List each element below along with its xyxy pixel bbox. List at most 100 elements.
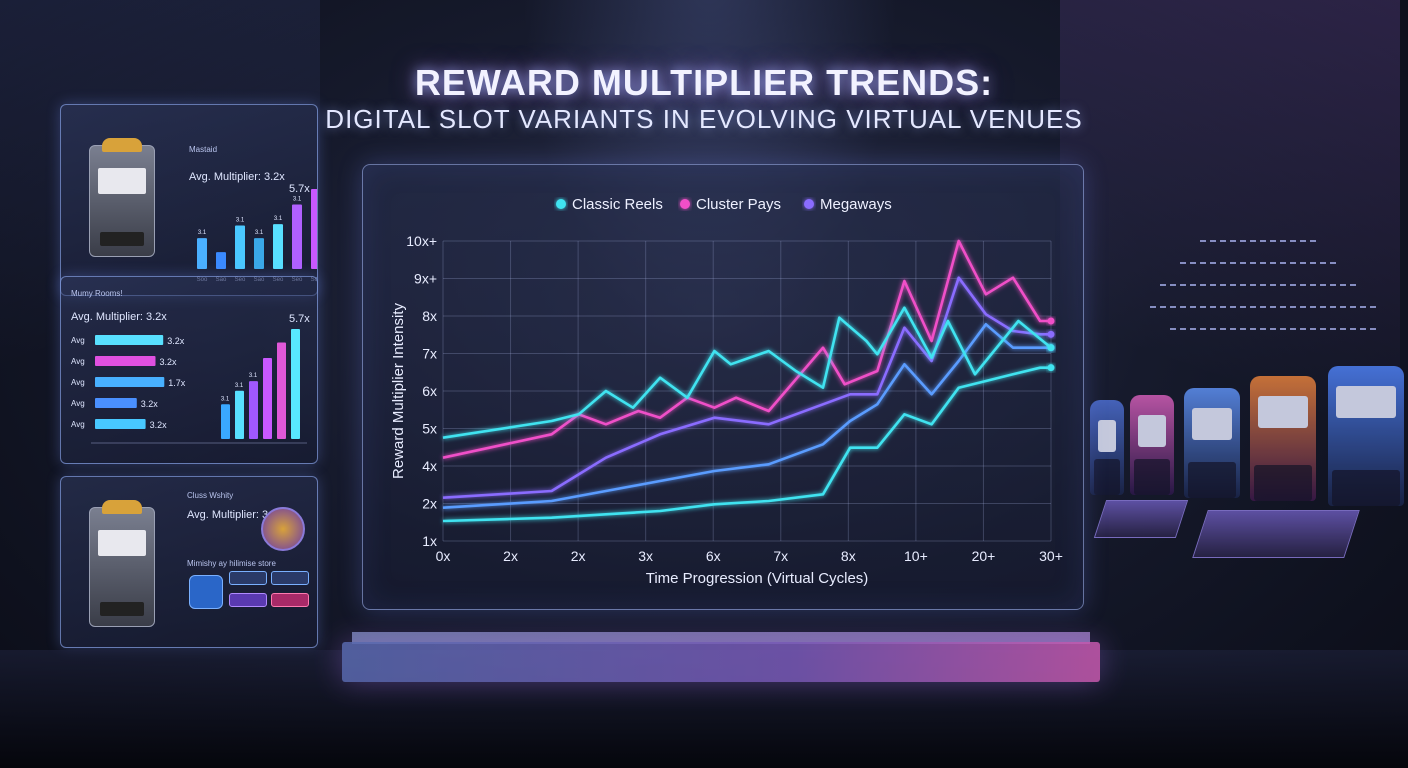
panel-bar: [311, 189, 317, 269]
panel-bar: [216, 252, 226, 269]
slot-machine-icon: [89, 138, 155, 257]
panel-row-value: 3.2x: [167, 336, 185, 346]
y-tick-label: 7x: [422, 346, 437, 362]
stage-top: [352, 632, 1090, 644]
panel-hbar: [95, 356, 156, 366]
panel-bar-value: 3.1: [236, 217, 245, 223]
panel-header: Cluss Wshity: [187, 491, 234, 500]
panel-bar-value: 3.1: [221, 396, 230, 402]
panel-row-value: 3.2x: [160, 357, 178, 367]
x-tick-label: 2x: [571, 548, 586, 564]
series-line: [442, 276, 1051, 499]
panel-button-4[interactable]: [271, 593, 309, 607]
panel-hbar: [95, 377, 165, 387]
slot-cabinet: [1130, 395, 1174, 495]
panel-bar: [263, 357, 272, 439]
x-tick-label: 30+: [1039, 548, 1063, 564]
panel-row-label: Avg: [71, 399, 85, 408]
chart-panel: 1x 2x 4x 5x 6x 7x 8x 9x+ 10x+ 0x 2x 2x 3x 6x 7x 8x 10+ 20…: [362, 164, 1084, 610]
gaming-table: [1093, 500, 1189, 538]
panel-hbar: [95, 419, 146, 429]
y-axis-label: Reward Multiplier Intensity: [390, 303, 407, 479]
legend-marker: [804, 199, 814, 209]
series-endpoint: [1047, 330, 1055, 338]
y-tick-label: 10x+: [406, 233, 437, 249]
line-chart: 1x 2x 4x 5x 6x 7x 8x 9x+ 10x+ 0x 2x 2x 3x 6x 7x 8x 10+ 20…: [390, 196, 1063, 587]
panel-bar: [197, 238, 207, 269]
panel-hbar: [95, 398, 137, 408]
x-tick-label: 10+: [904, 548, 928, 564]
x-tick-label: 0x: [436, 548, 451, 564]
panel-row-label: Avg: [71, 357, 85, 366]
panel-row-label: Avg: [71, 336, 85, 345]
panel-bar: [235, 225, 245, 269]
y-tick-label: 9x+: [414, 271, 437, 287]
panel-hbar-chart: Avg 3.2x Avg 3.2x Avg 1.7x Avg 3.2x Avg 3.2x 3.1 3.…: [71, 329, 307, 444]
series-endpoint: [1047, 364, 1055, 372]
panel-bar-chart: Soo3.1SaoSeo3.1Sao3.1Seo3.1Seo3.1Soo: [197, 189, 317, 283]
page-title: REWARD MULTIPLIER TRENDS:: [414, 62, 994, 103]
series-line: [442, 239, 1051, 459]
panel-row-value: 3.2x: [150, 420, 168, 430]
panel-avg-label: Avg. Multiplier: 3.2x: [187, 509, 283, 521]
panel-button-3[interactable]: [229, 593, 267, 607]
series-line: [442, 366, 1051, 523]
panel-button-2[interactable]: [271, 571, 309, 585]
gaming-table: [1192, 510, 1360, 558]
panel-bar-value: 3.1: [235, 383, 244, 389]
panel-avg-label: Avg. Multiplier: 3.2x: [189, 171, 285, 183]
y-tick-label: 4x: [422, 458, 437, 474]
panel-bar-value: 3.1: [249, 373, 258, 379]
code-line: [1200, 240, 1320, 242]
slot-machine-icon: [89, 500, 155, 627]
slot-cabinet: [1328, 366, 1404, 506]
panel-button-1[interactable]: [229, 571, 267, 585]
panel-row-value: 1.7x: [168, 378, 186, 388]
code-line: [1170, 328, 1380, 330]
x-tick-label: 8x: [841, 548, 856, 564]
badge-icon: [189, 575, 223, 609]
x-tick-label: 2x: [503, 548, 518, 564]
panel-bar: [254, 238, 264, 269]
slot-cabinet: [1090, 400, 1124, 495]
side-panel-middle: Mumy Rooms! Avg. Multiplier: 3.2x 5.7x A…: [60, 276, 318, 464]
panel-header: Mumy Rooms!: [71, 289, 123, 298]
panel-bar: [273, 224, 283, 269]
series-line: [442, 323, 1051, 509]
panel-top-value: 5.7x: [289, 313, 310, 325]
slot-cabinet: [1250, 376, 1316, 501]
series-line: [442, 306, 1052, 439]
legend-marker: [680, 199, 690, 209]
panel-bar-value: 3.1: [293, 196, 302, 202]
panel-bar: [277, 342, 286, 439]
x-tick-label: 20+: [972, 548, 996, 564]
panel-header: Mastaid: [189, 145, 218, 154]
legend-label: Cluster Pays: [696, 196, 781, 213]
x-tick-label: 7x: [773, 548, 788, 564]
legend-label: Megaways: [820, 196, 892, 213]
series-endpoint: [1047, 344, 1055, 352]
panel-hbar: [95, 335, 164, 345]
page-subtitle: DIGITAL SLOT VARIANTS IN EVOLVING VIRTUA…: [325, 104, 1083, 134]
code-line: [1180, 262, 1340, 264]
panel-row-label: Avg: [71, 378, 85, 387]
y-tick-label: 5x: [422, 421, 437, 437]
panel-bar: [221, 404, 230, 439]
panel-avg-label: Avg. Multiplier: 3.2x: [71, 311, 167, 323]
slot-cabinet: [1184, 388, 1240, 498]
x-tick-label: 6x: [706, 548, 721, 564]
code-line: [1160, 284, 1360, 286]
panel-row-value: 3.2x: [141, 399, 159, 409]
y-tick-label: 8x: [422, 308, 437, 324]
x-tick-label: 3x: [638, 548, 653, 564]
panel-footer: Mimishy ay hilimise store: [187, 559, 276, 568]
stage-platform: [342, 642, 1100, 682]
panel-bar-value: 3.1: [255, 230, 264, 236]
panel-row-label: Avg: [71, 420, 85, 429]
panel-top-value: 5.7x: [289, 183, 310, 195]
panel-bar: [292, 204, 302, 269]
y-tick-label: 1x: [422, 533, 437, 549]
y-tick-label: 6x: [422, 383, 437, 399]
panel-bar: [291, 329, 300, 439]
side-panel-bottom: Cluss Wshity Avg. Multiplier: 3.2x Mimis…: [60, 476, 318, 648]
